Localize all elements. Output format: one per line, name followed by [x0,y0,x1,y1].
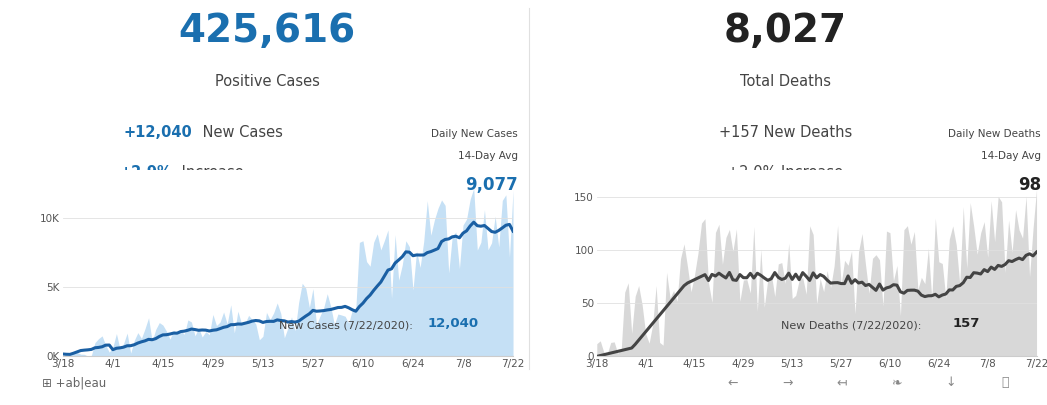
Text: Daily New Cases: Daily New Cases [430,129,517,139]
Text: ⎕: ⎕ [1001,376,1009,389]
Text: ↓: ↓ [945,376,956,389]
Text: New Deaths (7/22/2020):: New Deaths (7/22/2020): [781,320,929,330]
Text: ⊞ +ab|eau: ⊞ +ab|eau [42,376,106,389]
Text: 9,077: 9,077 [465,176,517,194]
Text: +2.9%: +2.9% [119,165,172,180]
Text: Daily New Deaths: Daily New Deaths [949,129,1041,139]
Text: →: → [782,376,793,389]
Text: 8,027: 8,027 [723,12,847,50]
Text: ↤: ↤ [837,376,847,389]
Text: New Cases (7/22/2020):: New Cases (7/22/2020): [279,320,420,330]
Text: ←: ← [728,376,738,389]
Text: 12,040: 12,040 [427,318,478,330]
Text: 14-Day Avg: 14-Day Avg [981,151,1041,162]
Text: +12,040: +12,040 [124,125,193,140]
Text: 14-Day Avg: 14-Day Avg [458,151,517,162]
Text: 425,616: 425,616 [178,12,356,50]
Text: +2.0% Increase: +2.0% Increase [728,165,843,180]
Text: Total Deaths: Total Deaths [740,74,830,89]
Text: New Cases: New Cases [198,125,283,140]
Text: ❧: ❧ [891,376,901,389]
Text: Positive Cases: Positive Cases [215,74,319,89]
Text: 157: 157 [953,318,980,330]
Text: Increase: Increase [177,165,244,180]
Text: 98: 98 [1018,176,1041,194]
Text: +157 New Deaths: +157 New Deaths [718,125,852,140]
